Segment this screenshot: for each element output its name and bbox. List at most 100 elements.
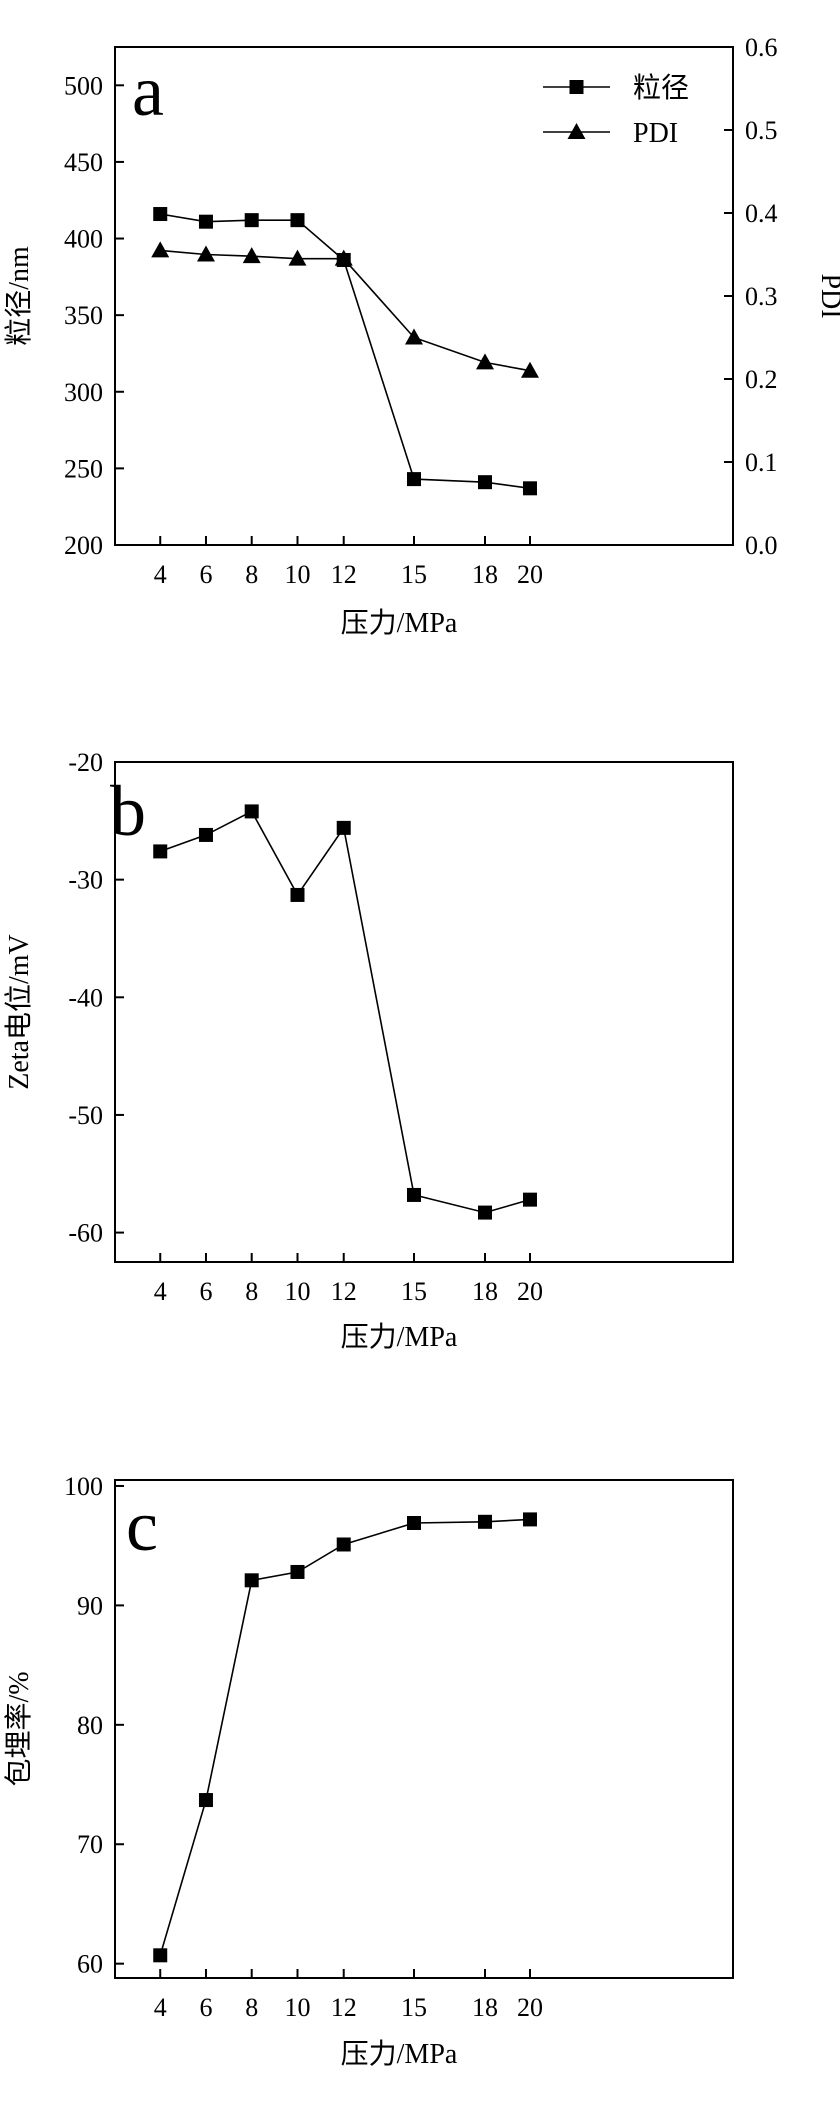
x-tick-label: 4 [154, 1993, 167, 2022]
x-tick-label: 12 [331, 560, 357, 589]
y-tick-label: 400 [64, 225, 103, 254]
y-right-tick-label: 0.3 [745, 282, 778, 311]
y-tick-label: 250 [64, 454, 103, 483]
series-line [159, 810, 531, 1214]
y-axis-label: 粒径/nm [3, 246, 35, 346]
x-axis-label: 压力/MPa [341, 1321, 458, 1353]
series-main [153, 1512, 537, 1963]
x-tick-label: 8 [245, 560, 258, 589]
x-tick-label: 6 [199, 560, 212, 589]
chart-panel-c: 4 6 8 10 12 15 18 20 60 70 80 90 100 压力/MPa 包埋率/% c [3, 1472, 734, 2070]
x-tick-label: 6 [199, 1277, 212, 1306]
data-point [244, 1573, 259, 1588]
data-point [151, 241, 170, 258]
data-point [522, 481, 537, 496]
data-point [288, 249, 307, 266]
y-tick-label: 450 [64, 148, 103, 177]
y-tick-label: -50 [68, 1101, 103, 1130]
y-tick-label: 500 [64, 71, 103, 100]
data-point [153, 1948, 168, 1963]
data-point [406, 1515, 421, 1530]
y-axis-label: Zeta电位/mV [3, 934, 35, 1090]
y-axis-right-label: PDI [815, 273, 840, 318]
y-tick-label: 350 [64, 301, 103, 330]
x-tick-label: 10 [284, 1277, 310, 1306]
data-point [196, 245, 215, 262]
data-point [520, 361, 539, 378]
y-right-tick-label: 0.6 [745, 33, 778, 62]
series-main [153, 804, 537, 1220]
x-tick-label: 8 [245, 1993, 258, 2022]
legend-marker [567, 123, 586, 139]
y-tick-label: -40 [68, 983, 103, 1012]
chart-panel-a: 4 6 8 10 12 15 18 20 200 250 300 350 400 450 500 0.0 0.1… [3, 33, 840, 639]
x-tick-label: 20 [517, 1277, 543, 1306]
data-point [404, 328, 423, 345]
x-tick-label: 12 [331, 1993, 357, 2022]
y-tick-label: 70 [77, 1830, 103, 1859]
data-point [242, 247, 261, 264]
y-tick-label: 60 [77, 1950, 103, 1979]
data-point [290, 887, 305, 902]
x-tick-label: 15 [401, 1993, 427, 2022]
data-point [290, 1564, 305, 1579]
y-right-tick-label: 0.1 [745, 448, 778, 477]
y-tick-label: 80 [77, 1711, 103, 1740]
panel-letter: c [126, 1486, 158, 1566]
plot-frame [114, 1479, 734, 1979]
x-tick-label: 20 [517, 560, 543, 589]
x-tick-label: 4 [154, 560, 167, 589]
y-right-tick-label: 0.0 [745, 531, 778, 560]
x-tick-label: 8 [245, 1277, 258, 1306]
data-point [336, 1537, 351, 1552]
legend-label: PDI [633, 118, 678, 149]
data-point [153, 844, 168, 859]
series-pdi [151, 241, 539, 378]
x-tick-label: 15 [401, 1277, 427, 1306]
y-tick-label: 90 [77, 1591, 103, 1620]
data-point [406, 1187, 421, 1202]
series-main [153, 207, 537, 496]
data-point [406, 472, 421, 487]
x-axis-label: 压力/MPa [341, 2038, 458, 2070]
data-point [334, 249, 353, 266]
y-tick-label: -30 [68, 866, 103, 895]
data-point [198, 1793, 213, 1808]
y-tick-label: 300 [64, 378, 103, 407]
data-point [198, 214, 213, 229]
x-tick-label: 18 [472, 1993, 498, 2022]
data-point [153, 207, 168, 222]
x-tick-label: 4 [154, 1277, 167, 1306]
panel-letter: a [132, 51, 164, 131]
data-point [522, 1192, 537, 1207]
x-tick-label: 18 [472, 1277, 498, 1306]
y-tick-label: 200 [64, 531, 103, 560]
x-tick-label: 10 [284, 1993, 310, 2022]
y-right-tick-label: 0.4 [745, 199, 778, 228]
data-point [244, 804, 259, 819]
y-right-tick-label: 0.5 [745, 116, 778, 145]
data-point [477, 1514, 492, 1529]
series-line [160, 213, 531, 490]
x-tick-label: 6 [199, 1993, 212, 2022]
y-axis-label: 包埋率/% [3, 1671, 35, 1786]
y-tick-label: -60 [68, 1219, 103, 1248]
legend-label: 粒径 [633, 72, 689, 104]
x-tick-label: 15 [401, 560, 427, 589]
series-line [159, 1518, 531, 1956]
panel-letter: b [110, 771, 146, 851]
data-point [477, 1205, 492, 1220]
series-line [160, 249, 531, 372]
data-point [198, 827, 213, 842]
data-point [244, 213, 259, 228]
plot-frame [114, 761, 734, 1263]
data-point [290, 213, 305, 228]
legend-marker [569, 80, 584, 94]
y-tick-label: -20 [68, 748, 103, 777]
x-tick-label: 10 [284, 560, 310, 589]
y-tick-label: 100 [64, 1472, 103, 1501]
x-tick-label: 20 [517, 1993, 543, 2022]
chart-panel-b: 4 6 8 10 12 15 18 20 -60 -50 -40 -30 -20 压力/MPa Zeta电位… [3, 748, 734, 1353]
y-right-tick-label: 0.2 [745, 365, 778, 394]
